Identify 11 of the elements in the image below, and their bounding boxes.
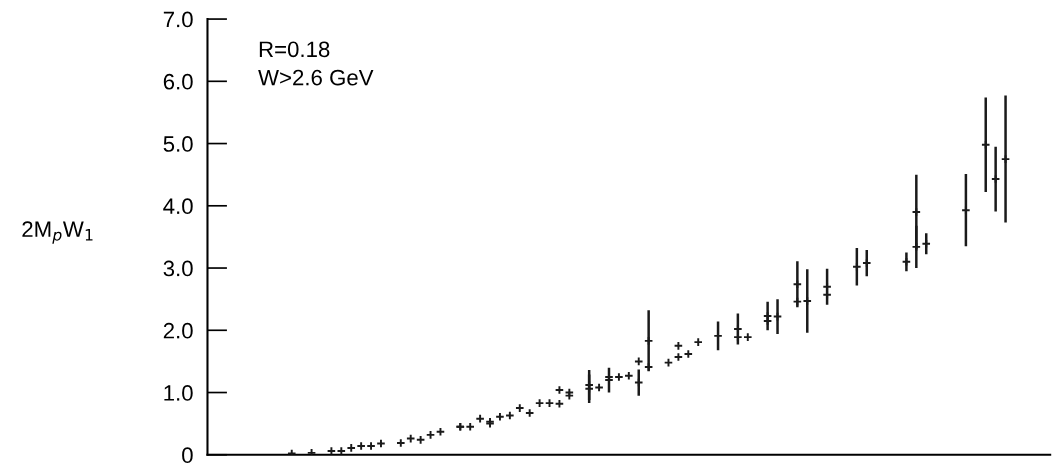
y-tick-label: 2.0	[163, 322, 193, 339]
y-tick-label: 6.0	[163, 73, 193, 90]
y-tick-label: 0	[182, 447, 193, 464]
y-tick-label: 3.0	[163, 260, 193, 277]
annotation: W>2.6 GeV	[258, 69, 374, 86]
y-tick-label: 7.0	[163, 11, 193, 28]
y-tick-label: 5.0	[163, 136, 193, 152]
annotation: R=0.18	[259, 41, 330, 58]
y-tick-label: 1.0	[164, 385, 193, 401]
y-tick-label: 4.0	[163, 198, 193, 215]
y-axis-title: 2M$_{p}$W$_{1}$	[22, 221, 93, 244]
